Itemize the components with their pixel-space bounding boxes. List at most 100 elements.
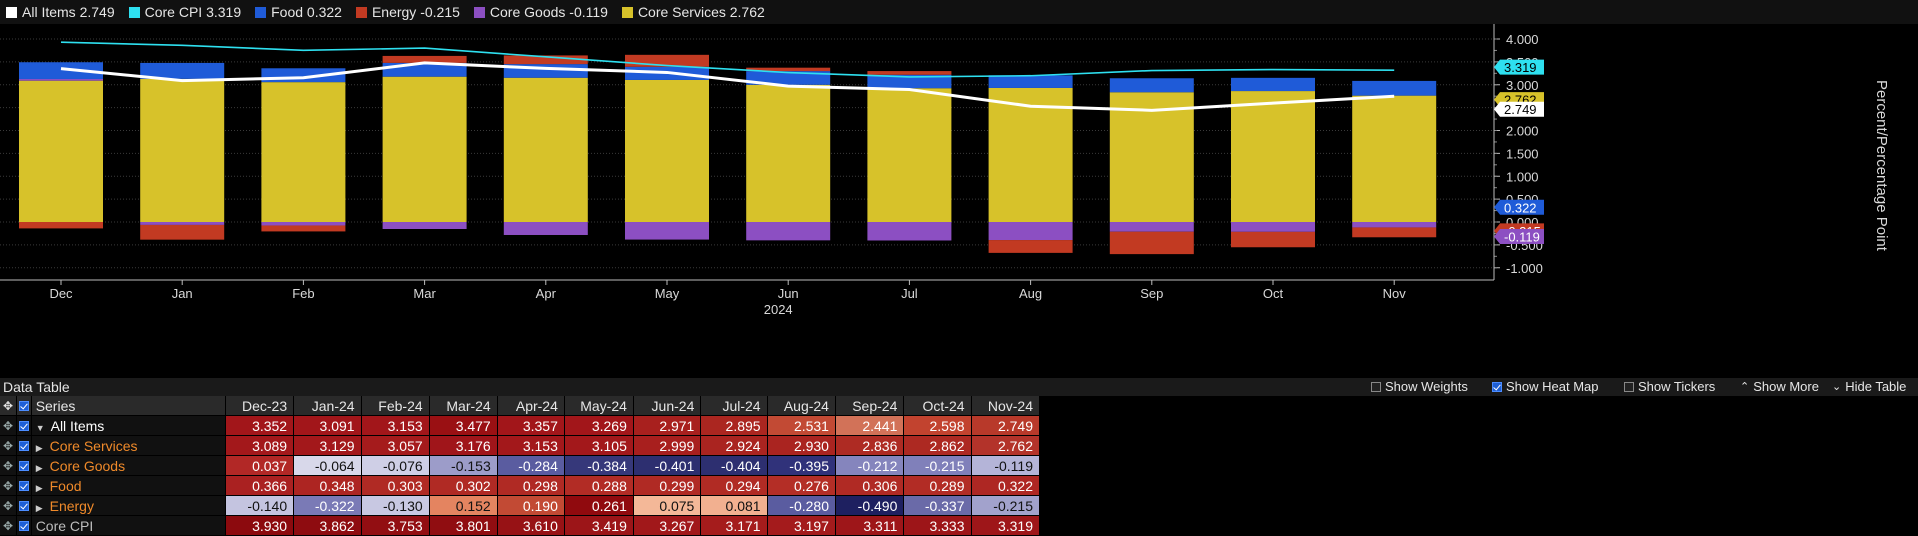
show-heat-map-toggle[interactable]: Show Heat Map [1492, 379, 1599, 394]
legend-label: Core Services 2.762 [637, 4, 765, 20]
column-header[interactable]: Jan-24 [293, 396, 362, 416]
column-header[interactable]: Feb-24 [361, 396, 430, 416]
column-header[interactable]: Nov-24 [971, 396, 1041, 416]
bar-energy [625, 54, 709, 67]
show-tickers-checkbox[interactable] [1624, 381, 1634, 392]
legend-item[interactable]: Energy -0.215 [355, 4, 460, 20]
last-value-tag-text: 3.319 [1504, 60, 1537, 75]
value-cell: 2.895 [700, 415, 768, 436]
bar-core-services [382, 76, 467, 222]
value-cell: -0.153 [429, 455, 498, 476]
hide-table-button[interactable]: ⌄ Hide Table [1832, 379, 1906, 394]
series-name-cell: ▶ Energy [31, 495, 226, 516]
value-cell: -0.212 [835, 455, 905, 476]
value-cell: 0.306 [835, 475, 905, 496]
column-header[interactable]: Jul-24 [700, 396, 768, 416]
table-row: ✥ ▶ Energy -0.140 -0.322 -0.130 0.152 0.190 0.26… [0, 495, 1041, 516]
legend-item[interactable]: Core Services 2.762 [621, 4, 765, 20]
bar-core-goods [503, 222, 588, 235]
expand-icon[interactable]: ▶ [35, 482, 43, 493]
row-checkbox[interactable] [18, 460, 29, 471]
legend-swatch [473, 6, 485, 18]
value-cell: 0.075 [633, 495, 702, 516]
bar-energy [503, 55, 588, 65]
bar-energy [19, 222, 103, 229]
bar-core-goods [988, 222, 1073, 241]
row-checkbox[interactable] [18, 500, 29, 511]
bar-energy [988, 240, 1073, 253]
value-cell: 2.762 [971, 435, 1041, 456]
column-header[interactable]: Mar-24 [429, 396, 498, 416]
value-cell: -0.215 [903, 455, 972, 476]
row-checkbox[interactable] [18, 420, 29, 431]
show-weights-toggle[interactable]: Show Weights [1371, 379, 1468, 394]
column-header[interactable]: Oct-24 [903, 396, 972, 416]
series-name-cell: ▶ Core Services [31, 435, 226, 456]
expand-icon[interactable]: ▶ [35, 462, 43, 473]
drag-handle-icon[interactable]: ✥ [0, 396, 18, 416]
value-cell: 2.999 [633, 435, 702, 456]
show-heat-map-checkbox[interactable] [1492, 381, 1502, 392]
chart-legend: All Items 2.749 Core CPI 3.319 Food 0.322 E… [0, 0, 1918, 24]
drag-handle-icon[interactable]: ✥ [0, 435, 18, 456]
bar-energy [1352, 227, 1437, 238]
legend-item[interactable]: All Items 2.749 [6, 4, 115, 20]
bar-core-goods [867, 222, 952, 241]
row-checkbox[interactable] [18, 520, 29, 531]
show-weights-checkbox[interactable] [1371, 381, 1381, 392]
column-header[interactable]: Apr-24 [497, 396, 565, 416]
column-header[interactable]: May-24 [564, 396, 634, 416]
last-value-tag-bg [1494, 199, 1544, 215]
value-cell: 3.610 [497, 515, 565, 536]
chevron-double-down-icon: ⌄ [1832, 381, 1842, 393]
x-tick-label: Aug [1019, 286, 1042, 301]
select-all-checkbox-cell[interactable] [16, 396, 32, 416]
value-cell: 3.153 [497, 435, 565, 456]
column-header[interactable]: Aug-24 [767, 396, 836, 416]
expand-icon[interactable]: ▶ [35, 502, 43, 513]
row-checkbox[interactable] [18, 480, 29, 491]
value-cell: -0.384 [564, 455, 634, 476]
column-header[interactable]: Dec-23 [225, 396, 295, 416]
row-checkbox[interactable] [18, 440, 29, 451]
value-cell: 3.267 [633, 515, 702, 536]
y-tick-label: 1.500 [1506, 146, 1539, 161]
row-checkbox-cell[interactable] [16, 435, 32, 456]
row-checkbox-cell[interactable] [16, 495, 32, 516]
row-checkbox-cell[interactable] [16, 475, 32, 496]
bar-energy [140, 224, 225, 240]
legend-item[interactable]: Core Goods -0.119 [473, 4, 608, 20]
legend-item[interactable]: Food 0.322 [255, 4, 342, 20]
legend-label: Energy -0.215 [371, 4, 460, 20]
column-header[interactable]: Jun-24 [633, 396, 702, 416]
value-cell: 2.924 [700, 435, 768, 456]
bar-energy [1109, 231, 1194, 255]
bar-energy [746, 67, 831, 72]
collapse-icon[interactable]: ▼ [35, 422, 45, 433]
value-cell: 0.037 [225, 455, 295, 476]
value-cell: -0.395 [767, 455, 836, 476]
show-more-button[interactable]: ⌃ Show More [1740, 379, 1819, 394]
drag-handle-icon[interactable]: ✥ [0, 475, 18, 496]
drag-handle-icon[interactable]: ✥ [0, 415, 18, 436]
bar-food [1352, 80, 1437, 96]
value-cell: 3.171 [700, 515, 768, 536]
column-header[interactable]: Sep-24 [835, 396, 905, 416]
legend-item[interactable]: Core CPI 3.319 [128, 4, 241, 20]
drag-handle-icon[interactable]: ✥ [0, 515, 18, 536]
row-checkbox-cell[interactable] [16, 515, 32, 536]
drag-handle-icon[interactable]: ✥ [0, 455, 18, 476]
value-cell: 3.057 [361, 435, 430, 456]
row-checkbox-cell[interactable] [16, 455, 32, 476]
last-value-tag: 0.322 [1494, 199, 1544, 215]
expand-icon[interactable]: ▶ [35, 442, 43, 453]
x-tick-label: Mar [413, 286, 436, 301]
show-tickers-toggle[interactable]: Show Tickers [1624, 379, 1715, 394]
row-checkbox-cell[interactable] [16, 415, 32, 436]
select-all-checkbox[interactable] [18, 400, 29, 411]
value-cell: -0.140 [225, 495, 295, 516]
legend-label: Food 0.322 [271, 4, 342, 20]
value-cell: 3.801 [429, 515, 498, 536]
series-name: Core Services [49, 437, 138, 454]
drag-handle-icon[interactable]: ✥ [0, 495, 18, 516]
